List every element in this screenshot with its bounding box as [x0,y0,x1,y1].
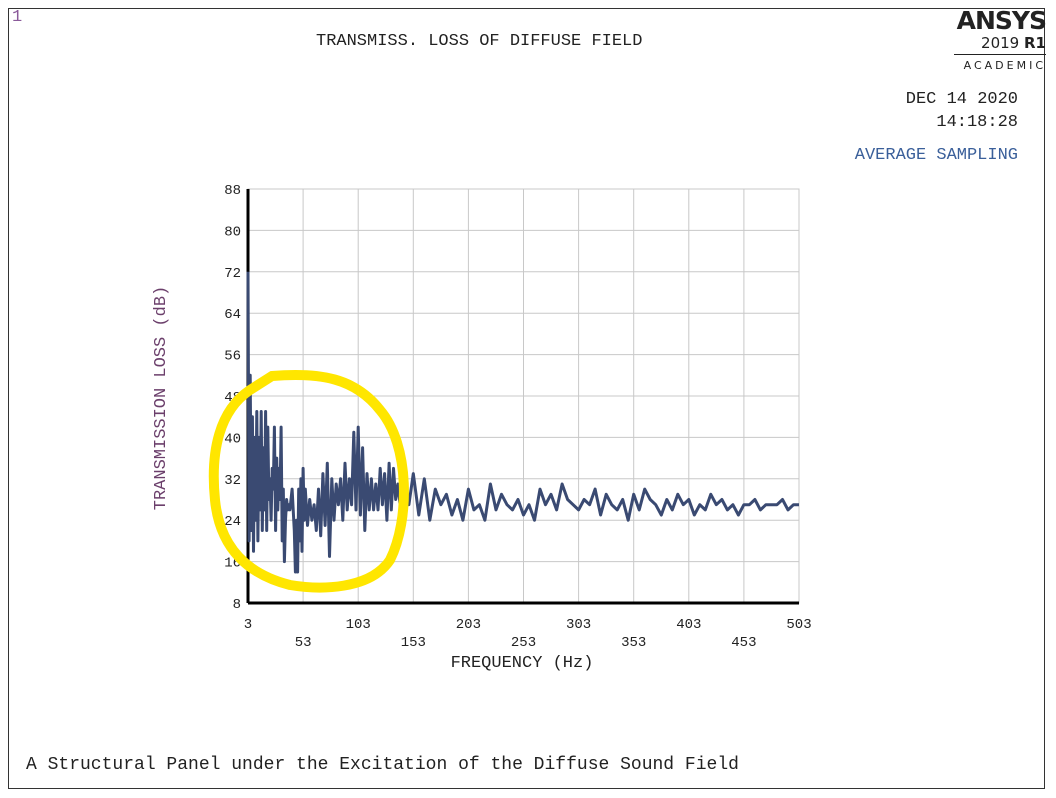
plot-window-frame [8,8,1045,789]
y-tick-label: 72 [224,266,241,282]
ansys-logo: ANSYS 2019 R1 ACADEMIC [954,6,1047,72]
y-tick-label: 88 [224,183,241,199]
x-tick-label: 3 [244,617,252,633]
x-axis-label: FREQUENCY (Hz) [451,654,594,673]
x-tick-label: 53 [295,635,312,651]
logo-edition: ACADEMIC [963,59,1046,72]
x-tick-label: 253 [511,635,536,651]
x-tick-label: 303 [566,617,591,633]
y-tick-label: 8 [233,597,241,613]
plot-date: DEC 14 2020 [905,90,1018,109]
x-tick-label: 453 [731,635,756,651]
plot-time: 14:18:28 [936,113,1018,132]
window-number: 1 [12,8,23,27]
series-line [246,271,799,574]
annotation-circle [208,369,409,593]
y-tick-label: 80 [224,224,241,240]
x-tick-label: 203 [456,617,481,633]
sampling-mode: AVERAGE SAMPLING [854,146,1018,165]
plot-caption: A Structural Panel under the Excitation … [26,755,739,775]
x-tick-label: 353 [621,635,646,651]
y-tick-label: 40 [224,431,241,447]
x-tick-label: 153 [401,635,426,651]
y-tick-label: 56 [224,349,241,365]
x-tick-label: 503 [786,617,811,633]
logo-version: 2019 R1 [954,34,1046,55]
x-tick-label: 103 [346,617,371,633]
chart-title: TRANSMISS. LOSS OF DIFFUSE FIELD [316,32,643,51]
logo-name: ANSYS [956,6,1047,35]
y-axis-label: TRANSMISSION LOSS (dB) [152,286,171,510]
y-tick-label: 32 [224,473,241,489]
x-tick-label: 403 [676,617,701,633]
y-tick-label: 64 [224,307,241,323]
y-tick-label: 24 [224,514,241,530]
